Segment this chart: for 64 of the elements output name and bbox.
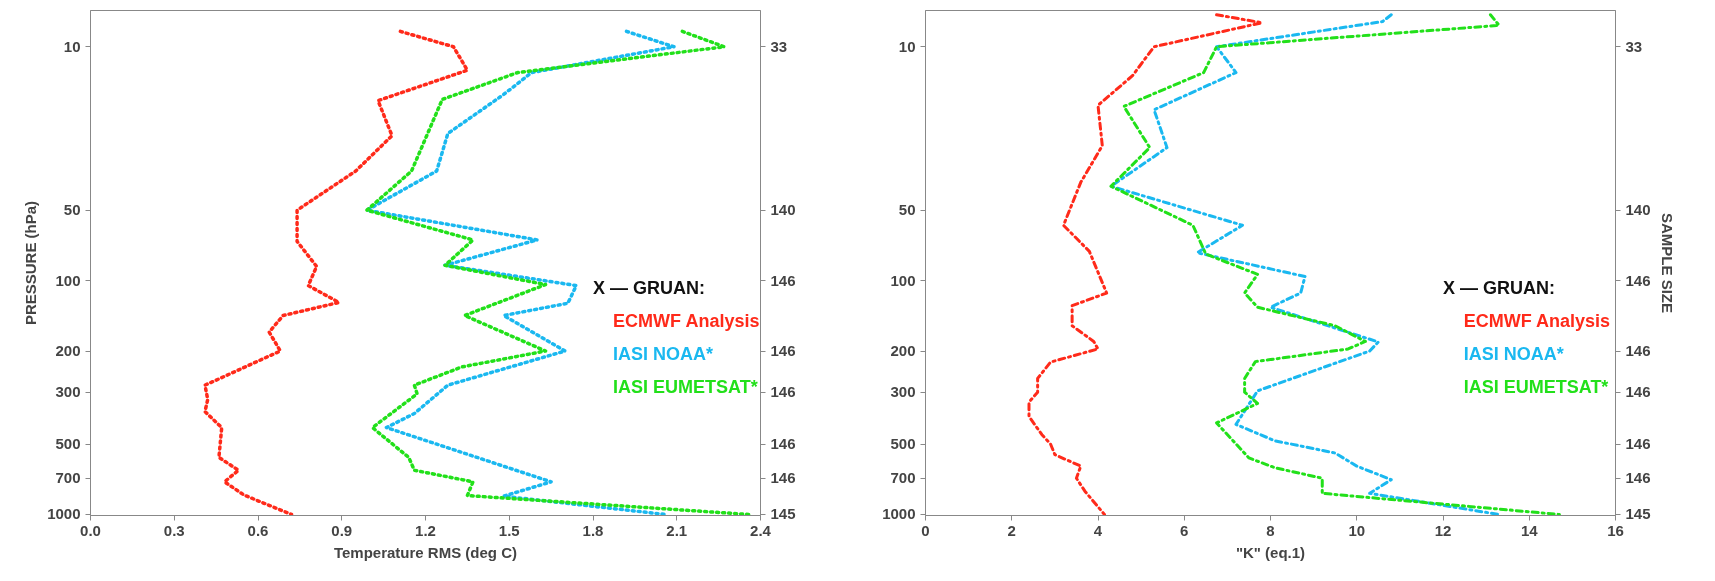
text: 146 <box>770 469 796 487</box>
text: 146 <box>1625 271 1651 289</box>
y-tick-label: 500 <box>55 435 81 453</box>
text: IASI EUMETSAT* <box>613 376 758 397</box>
text: 146 <box>1625 383 1651 401</box>
text: 146 <box>770 342 796 360</box>
text: 146 <box>770 383 796 401</box>
text: 146 <box>770 271 796 289</box>
x-tick-label: 1.8 <box>582 521 604 539</box>
y-tick-label: 700 <box>890 469 916 487</box>
y-tick-label: 200 <box>890 342 916 360</box>
y-axis-title: PRESSURE (hPa) <box>22 200 40 326</box>
x-tick-label: 2 <box>1007 521 1016 539</box>
text: 146 <box>1625 342 1651 360</box>
text: IASI EUMETSAT* <box>1463 376 1609 397</box>
y2-axis-title: SAMPLE SIZE <box>1658 212 1676 314</box>
y-tick-label: 100 <box>890 271 916 289</box>
x-axis-title: "K" (eq.1) <box>1235 543 1306 561</box>
x-tick-label: 2.4 <box>750 521 772 539</box>
y-tick-label: 300 <box>890 383 916 401</box>
legend-title: X — GRUAN: <box>1443 278 1555 299</box>
x-tick-label: 2.1 <box>666 521 688 539</box>
line-series <box>203 29 470 516</box>
text: 33 <box>1625 37 1643 55</box>
line-series <box>1027 13 1264 516</box>
x-tick-label: 4 <box>1093 521 1103 539</box>
legend-title: X — GRUAN: <box>593 278 705 299</box>
y-tick-label: 50 <box>898 201 916 219</box>
x-tick-label: 14 <box>1520 521 1539 539</box>
text: 140 <box>770 201 796 219</box>
text: 140 <box>1625 201 1651 219</box>
text: IASI NOAA* <box>613 343 714 364</box>
y-tick-label: 200 <box>55 342 81 360</box>
x-tick-label: 6 <box>1180 521 1189 539</box>
y-tick-label: 700 <box>55 469 81 487</box>
y-tick-label: 10 <box>63 37 81 55</box>
x-tick-label: 12 <box>1434 521 1452 539</box>
y-tick-label: 100 <box>55 271 81 289</box>
x-tick-label: 10 <box>1348 521 1366 539</box>
text: 146 <box>1625 435 1651 453</box>
text: ECMWF Analysis <box>1463 311 1611 332</box>
x-tick-label: 16 <box>1607 521 1624 539</box>
y-tick-label: 10 <box>898 37 916 55</box>
text: 146 <box>770 435 796 453</box>
text: ECMWF Analysis <box>613 311 760 332</box>
x-tick-label: 0.3 <box>163 521 185 539</box>
y-tick-label: 300 <box>55 383 81 401</box>
y-tick-label: 1000 <box>47 505 81 523</box>
x-axis-title: Temperature RMS (deg C) <box>333 543 518 561</box>
text: 145 <box>1625 505 1651 523</box>
text: 33 <box>770 37 788 55</box>
x-tick-label: 1.5 <box>498 521 520 539</box>
text: 146 <box>1625 469 1651 487</box>
text: 145 <box>770 505 796 523</box>
x-tick-label: 0.0 <box>80 521 101 539</box>
text: IASI NOAA* <box>1463 343 1564 364</box>
y-tick-label: 500 <box>890 435 916 453</box>
x-tick-label: 8 <box>1266 521 1275 539</box>
x-tick-label: 1.2 <box>415 521 436 539</box>
x-tick-label: 0.6 <box>247 521 269 539</box>
x-tick-label: 0 <box>921 521 930 539</box>
y-tick-label: 1000 <box>882 505 916 523</box>
x-tick-label: 0.9 <box>331 521 353 539</box>
y-tick-label: 50 <box>63 201 81 219</box>
